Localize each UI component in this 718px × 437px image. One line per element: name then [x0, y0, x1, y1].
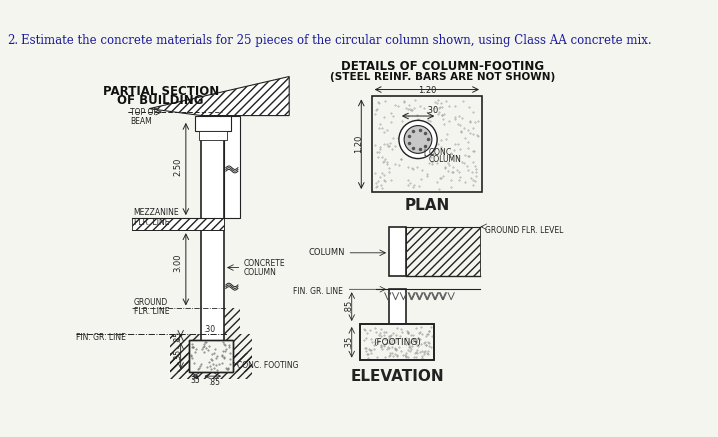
Text: (FOOTING): (FOOTING) [373, 338, 421, 347]
Text: MEZZANINE: MEZZANINE [134, 208, 180, 217]
Bar [190, 340, 233, 372]
Text: DETAILS OF COLUMN-FOOTING: DETAILS OF COLUMN-FOOTING [341, 60, 544, 73]
Bar [170, 353, 252, 379]
Text: .85: .85 [345, 300, 353, 313]
Text: COLUMN: COLUMN [429, 155, 462, 164]
Bar [372, 97, 482, 192]
Text: 2.50: 2.50 [173, 158, 182, 176]
Bar [360, 324, 434, 361]
Circle shape [404, 125, 432, 153]
Text: 1.20: 1.20 [354, 135, 363, 153]
Bar [224, 116, 240, 218]
Text: .35: .35 [173, 349, 182, 361]
Text: GROUND FLR. LEVEL: GROUND FLR. LEVEL [485, 226, 563, 235]
Text: .35: .35 [345, 336, 353, 349]
Bar [224, 309, 240, 334]
Text: COLUMN: COLUMN [308, 248, 345, 257]
Text: GROUND: GROUND [134, 298, 168, 307]
Bar [360, 324, 434, 361]
Text: FLR. LINE: FLR. LINE [134, 307, 169, 316]
Text: COLUMN: COLUMN [243, 268, 276, 277]
Text: .30: .30 [425, 106, 438, 115]
Text: .30: .30 [203, 325, 215, 334]
Polygon shape [149, 76, 289, 116]
Text: PARTIAL SECTION: PARTIAL SECTION [103, 85, 219, 98]
Text: CONCRETE: CONCRETE [243, 259, 285, 268]
Bar [202, 116, 224, 372]
Text: FIN. GR. LINE: FIN. GR. LINE [76, 333, 126, 342]
Text: FIN. GR. LINE: FIN. GR. LINE [293, 287, 342, 295]
Text: FLR. LINE: FLR. LINE [134, 218, 169, 227]
Bar [389, 227, 406, 276]
Text: TOP OF: TOP OF [130, 108, 158, 117]
Text: PLAN: PLAN [404, 198, 449, 213]
Text: OF BUILDING: OF BUILDING [118, 94, 204, 108]
Bar [406, 227, 480, 276]
Text: .85: .85 [208, 378, 220, 387]
Text: BEAM: BEAM [130, 117, 152, 126]
Text: Estimate the concrete materials for 25 pieces of the circular column shown, usin: Estimate the concrete materials for 25 p… [21, 35, 651, 47]
Text: (STEEL REINF. BARS ARE NOT SHOWN): (STEEL REINF. BARS ARE NOT SHOWN) [330, 73, 556, 83]
Text: ELEVATION: ELEVATION [350, 369, 444, 384]
Bar [170, 334, 252, 372]
Bar [132, 218, 224, 230]
Text: 3.00: 3.00 [173, 254, 182, 273]
Text: 1.20: 1.20 [418, 86, 436, 95]
Bar [190, 340, 233, 372]
Circle shape [399, 120, 437, 159]
Bar [199, 131, 227, 140]
Text: $\lfloor$ CONC.: $\lfloor$ CONC. [423, 146, 454, 158]
Text: 35: 35 [190, 376, 200, 385]
Bar [195, 116, 231, 131]
Text: 2.: 2. [7, 35, 18, 47]
Text: CONC. FOOTING: CONC. FOOTING [237, 361, 299, 370]
Bar [389, 289, 406, 324]
Text: .85: .85 [173, 331, 182, 343]
